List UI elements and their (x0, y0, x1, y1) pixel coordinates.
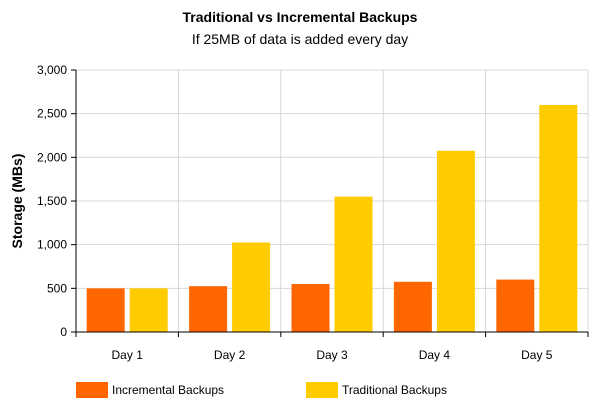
bar-incremental-backups[interactable] (86, 288, 125, 332)
bar-traditional-backups[interactable] (129, 288, 168, 332)
bar-incremental-backups[interactable] (393, 281, 432, 332)
chart-subtitle: If 25MB of data is added every day (191, 31, 409, 47)
bar-traditional-backups[interactable] (436, 150, 475, 332)
legend-item-incremental[interactable]: Incremental Backups (76, 380, 224, 400)
legend-label-traditional: Traditional Backups (342, 383, 447, 397)
legend-swatch-traditional (306, 382, 338, 398)
bars (86, 104, 578, 332)
x-tick-label: Day 4 (419, 348, 451, 362)
legend-item-traditional[interactable]: Traditional Backups (306, 380, 447, 400)
legend-swatch-incremental (76, 382, 108, 398)
y-tick-label: 3,000 (37, 63, 67, 77)
x-tick-label: Day 3 (316, 348, 348, 362)
x-tick-label: Day 5 (521, 348, 553, 362)
bar-incremental-backups[interactable] (189, 286, 228, 332)
y-tick-label: 1,000 (37, 238, 67, 252)
bar-chart: 0 500 1,000 1,500 2,000 2,500 3,000 Day 1 Day 2 D… (9, 63, 589, 362)
x-tick-label: Day 1 (112, 348, 144, 362)
y-tick-label: 2,000 (37, 150, 67, 164)
bar-incremental-backups[interactable] (291, 283, 330, 332)
y-tick-label: 2,500 (37, 107, 67, 121)
bar-traditional-backups[interactable] (232, 242, 271, 332)
legend-label-incremental: Incremental Backups (112, 383, 225, 397)
bar-incremental-backups[interactable] (496, 279, 535, 332)
x-tick-label: Day 2 (214, 348, 246, 362)
y-tick-label: 500 (47, 281, 67, 295)
y-tick-label: 0 (60, 325, 67, 339)
y-axis-label: Storage (MBs) (9, 154, 25, 249)
y-tick-label: 1,500 (37, 194, 67, 208)
bar-traditional-backups[interactable] (334, 196, 373, 332)
axes: 0 500 1,000 1,500 2,000 2,500 3,000 Day 1 Day 2 D… (37, 63, 589, 362)
chart-title: Traditional vs Incremental Backups (182, 9, 418, 25)
bar-traditional-backups[interactable] (539, 104, 578, 332)
